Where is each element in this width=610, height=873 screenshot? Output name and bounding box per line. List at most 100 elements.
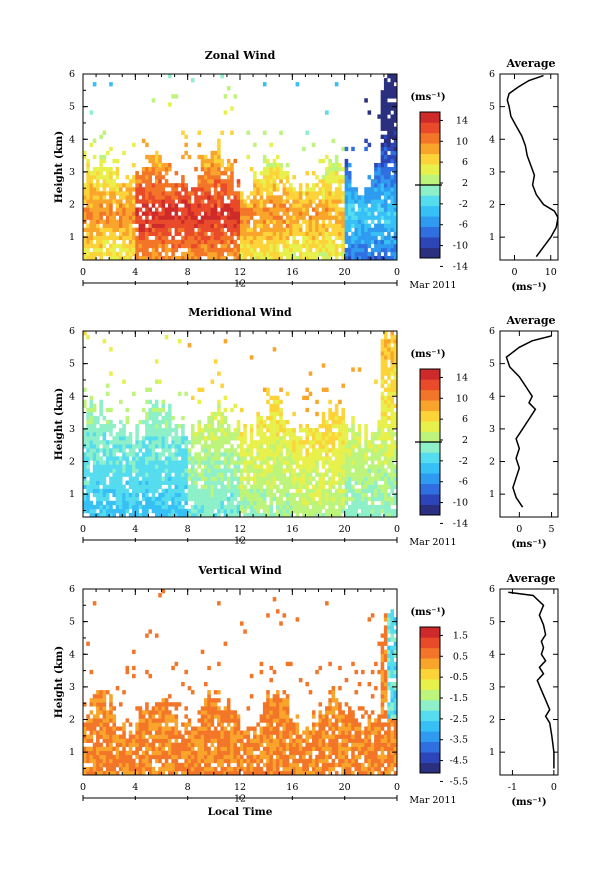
heatmap-cell <box>393 456 398 461</box>
heatmap-cell <box>122 195 126 200</box>
heatmap-cell <box>269 211 274 216</box>
heatmap-cell <box>321 191 326 196</box>
heatmap-cell <box>341 247 345 253</box>
heatmap-cell <box>344 508 349 514</box>
heatmap-cell <box>190 428 195 433</box>
heatmap-cell <box>230 191 234 196</box>
heatmap-cell <box>370 219 375 224</box>
heatmap-cell <box>390 415 395 421</box>
heatmap-cell <box>99 158 103 164</box>
heatmap-cell <box>380 102 385 107</box>
heatmap-cell <box>272 472 277 477</box>
heatmap-cell <box>302 191 306 196</box>
heatmap-cell <box>321 419 326 425</box>
heatmap-cell <box>164 444 169 449</box>
heatmap-cell <box>387 142 391 148</box>
heatmap-cell <box>246 476 251 481</box>
heatmap-cell <box>177 472 182 477</box>
heatmap-cell <box>285 239 290 245</box>
heatmap-cell <box>393 484 398 489</box>
heatmap-cell <box>194 167 198 172</box>
heatmap-cell <box>148 239 152 245</box>
heatmap-cell <box>158 243 162 249</box>
heatmap-cell <box>217 219 221 224</box>
heatmap-cell <box>249 488 254 494</box>
heatmap-cell <box>112 436 117 441</box>
heatmap-cell <box>272 203 277 208</box>
colorbar-swatch <box>420 421 440 432</box>
heatmap-cell <box>190 456 195 461</box>
heatmap-cell <box>86 167 90 172</box>
heatmap-cell <box>298 484 303 489</box>
heatmap-cell <box>132 448 136 453</box>
heatmap-cell <box>226 496 231 502</box>
heatmap-cell <box>347 440 352 445</box>
heatmap-cell <box>387 106 391 111</box>
heatmap-cell <box>125 718 130 723</box>
heatmap-cell <box>259 480 264 485</box>
heatmap-cell <box>99 472 103 477</box>
heatmap-cell <box>226 508 231 514</box>
heatmap-cell <box>213 219 218 224</box>
heatmap-cell <box>92 195 97 200</box>
heatmap-cell <box>341 407 345 413</box>
heatmap-cell <box>171 460 175 465</box>
heatmap-cell <box>282 508 287 514</box>
heatmap-cell <box>393 90 398 95</box>
heatmap-cell <box>361 492 365 498</box>
heatmap-cell <box>259 472 264 477</box>
heatmap-cell <box>154 444 159 449</box>
heatmap-cell <box>164 476 169 481</box>
heatmap-cell <box>249 424 254 429</box>
heatmap-cell <box>230 456 234 461</box>
heatmap-cell <box>125 407 130 413</box>
heatmap-cell <box>262 130 267 135</box>
heatmap-cell <box>168 464 172 469</box>
heatmap-cell <box>383 82 388 87</box>
heatmap-cell <box>213 428 218 433</box>
heatmap-cell <box>305 231 309 237</box>
heatmap-cell <box>249 199 254 204</box>
heatmap-cell <box>347 162 352 168</box>
heatmap-cell <box>115 746 120 752</box>
date-label: Mar 2011 <box>409 280 456 291</box>
heatmap-cell <box>390 118 395 123</box>
heatmap-cell <box>226 235 231 241</box>
heatmap-cell <box>338 440 342 445</box>
heatmap-cell <box>154 770 159 776</box>
heatmap-cell <box>334 424 339 429</box>
heatmap-cell <box>266 472 270 477</box>
heatmap-cell <box>204 456 208 461</box>
heatmap-cell <box>347 239 352 245</box>
heatmap-cell <box>194 460 198 465</box>
heatmap-cell <box>210 158 215 164</box>
heatmap-cell <box>210 211 215 216</box>
heatmap-cell <box>96 448 100 453</box>
colorbar-tick-label: 6 <box>462 157 468 168</box>
heatmap-cell <box>325 255 329 261</box>
heatmap-cell <box>204 215 208 220</box>
heatmap-cell <box>135 746 139 752</box>
heatmap-cell <box>374 171 378 176</box>
heatmap-cell <box>334 179 339 184</box>
heatmap-cell <box>305 492 309 498</box>
heatmap-cell <box>223 223 228 228</box>
heatmap-cell <box>387 191 391 196</box>
heatmap-cell <box>174 484 179 489</box>
heatmap-cell <box>161 589 166 594</box>
heatmap-cell <box>92 730 97 735</box>
heatmap-cell <box>105 191 110 196</box>
heatmap-cell <box>370 255 375 261</box>
heatmap-cell <box>190 231 195 237</box>
heatmap-cell <box>109 464 113 469</box>
heatmap-cell <box>249 255 254 261</box>
heatmap-cell <box>357 488 362 494</box>
heatmap-cell <box>364 504 368 510</box>
heatmap-cell <box>83 183 87 188</box>
heatmap-cell <box>118 432 123 437</box>
heatmap-cell <box>308 432 313 437</box>
heatmap-cell <box>341 175 345 180</box>
heatmap-cell <box>318 243 323 249</box>
heatmap-cell <box>240 235 244 241</box>
heatmap-cell <box>86 223 90 228</box>
